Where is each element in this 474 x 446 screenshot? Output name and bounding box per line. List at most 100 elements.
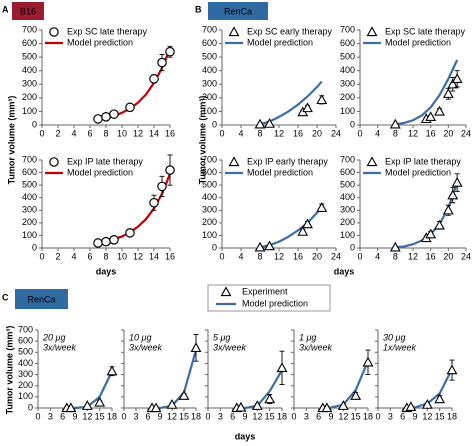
- panel-tag: RenCa: [224, 6, 252, 16]
- y-tick-label: 400: [22, 65, 37, 75]
- marker: [434, 105, 445, 116]
- x-tick-label: 12: [338, 411, 348, 421]
- legend-label: Model prediction: [67, 37, 133, 47]
- marker: [451, 176, 463, 187]
- x-axis-label: days: [334, 266, 355, 276]
- annotation: 3x/week: [129, 342, 163, 352]
- x-tick-label: 9: [72, 411, 77, 421]
- legend-label: Exp IP late therapy: [67, 156, 143, 166]
- legend-label: Model prediction: [247, 167, 313, 177]
- marker: [302, 218, 313, 229]
- marker: [366, 156, 378, 167]
- marker: [165, 46, 175, 57]
- y-tick-label: 500: [18, 347, 33, 357]
- x-tick-label: 20: [443, 251, 453, 261]
- y-tick-label: 300: [202, 79, 217, 89]
- x-tick-label: 8: [257, 251, 262, 261]
- legend-label: Experiment: [242, 286, 288, 296]
- marker: [264, 393, 276, 404]
- marker: [264, 118, 275, 128]
- x-tick-label: 3: [218, 411, 223, 421]
- y-tick-label: 400: [18, 358, 33, 368]
- x-tick-label: 20: [443, 128, 453, 138]
- y-tick-label: 600: [22, 38, 37, 48]
- marker: [178, 390, 190, 400]
- marker: [65, 402, 77, 413]
- panel-letter: B: [195, 4, 202, 14]
- marker: [101, 112, 111, 122]
- marker: [94, 396, 106, 407]
- x-tick-label: 0: [291, 411, 296, 421]
- x-tick-label: 6: [60, 411, 65, 421]
- x-tick-label: 4: [375, 251, 380, 261]
- marker: [149, 197, 159, 208]
- marker: [125, 102, 135, 113]
- x-tick-label: 9: [242, 411, 247, 421]
- y-tick-label: 400: [340, 192, 355, 202]
- x-tick-label: 12: [422, 411, 432, 421]
- model-line: [259, 80, 323, 126]
- x-tick-label: 0: [39, 128, 44, 138]
- x-tick-label: 14: [149, 251, 159, 261]
- x-tick-label: 3: [48, 411, 53, 421]
- x-tick-label: 14: [149, 128, 159, 138]
- legend-label: Model prediction: [385, 37, 451, 47]
- marker: [425, 228, 437, 239]
- legend-label: Model prediction: [385, 167, 451, 177]
- x-tick-label: 15: [435, 411, 445, 421]
- marker: [316, 94, 328, 105]
- x-tick-label: 3: [304, 411, 309, 421]
- x-tick-label: 24: [331, 251, 341, 261]
- marker: [425, 111, 437, 122]
- marker: [405, 401, 417, 412]
- x-tick-label: 24: [461, 128, 471, 138]
- model-line: [66, 370, 113, 410]
- marker: [302, 102, 313, 113]
- y-tick-label: 600: [22, 167, 37, 177]
- y-tick-label: 100: [202, 230, 217, 240]
- y-tick-label: 0: [212, 119, 217, 129]
- y-tick-label: 200: [340, 217, 355, 227]
- y-tick-label: 300: [22, 79, 37, 89]
- marker: [442, 204, 454, 215]
- marker: [276, 362, 288, 373]
- marker: [228, 156, 240, 167]
- x-tick-label: 0: [357, 128, 362, 138]
- marker: [254, 118, 266, 129]
- x-tick-label: 12: [133, 128, 143, 138]
- y-tick-label: 200: [22, 217, 37, 227]
- x-tick-label: 24: [331, 128, 341, 138]
- marker: [109, 109, 119, 119]
- marker: [49, 157, 59, 167]
- x-tick-label: 18: [191, 411, 201, 421]
- y-tick-label: 300: [18, 369, 33, 379]
- y-tick-label: 500: [340, 180, 355, 190]
- x-tick-label: 6: [316, 411, 321, 421]
- marker: [235, 401, 247, 412]
- y-tick-label: 400: [202, 192, 217, 202]
- model-line: [322, 360, 370, 410]
- legend-label: Exp IP late therapy: [385, 156, 461, 166]
- x-tick-label: 16: [426, 251, 436, 261]
- y-tick-label: 200: [340, 92, 355, 102]
- x-tick-label: 0: [219, 251, 224, 261]
- y-tick-label: 600: [340, 167, 355, 177]
- x-axis-label: days: [235, 431, 256, 441]
- marker: [297, 226, 309, 236]
- y-tick-label: 600: [18, 336, 33, 346]
- marker: [93, 114, 103, 124]
- marker: [93, 238, 103, 248]
- y-tick-label: 500: [202, 52, 217, 62]
- panel-tag-box: [208, 2, 268, 20]
- legend-label: Model prediction: [67, 167, 133, 177]
- x-tick-label: 16: [165, 128, 175, 138]
- y-tick-label: 0: [350, 119, 355, 129]
- x-tick-label: 9: [328, 411, 333, 421]
- annotation: 30 μg: [383, 332, 405, 342]
- panel-tag-box: [12, 2, 44, 20]
- marker: [366, 26, 378, 37]
- x-tick-label: 0: [35, 411, 40, 421]
- legend-label: Exp IP early therapy: [247, 156, 328, 166]
- y-tick-label: 700: [22, 24, 37, 34]
- y-axis-label: Tumor volume (mm³): [4, 326, 14, 415]
